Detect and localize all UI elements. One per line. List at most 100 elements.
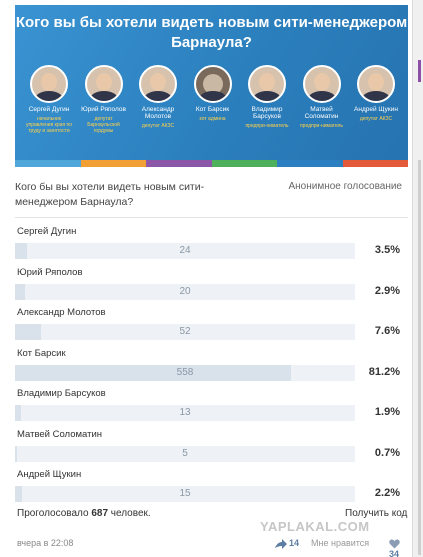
banner-candidate: Александр Молотов депутат АКЗС xyxy=(134,65,182,134)
like-button[interactable]: 34 xyxy=(389,538,408,557)
candidate-position: предпри-ниматель xyxy=(299,123,344,129)
color-stripe xyxy=(211,160,277,167)
candidate-name: Александр Молотов xyxy=(141,106,175,120)
option-percent: 81.2% xyxy=(368,365,400,378)
candidate-photo xyxy=(30,65,68,103)
poll-option[interactable]: Юрий Ряполов 20 2.9% xyxy=(15,267,408,303)
option-bar[interactable]: 24 xyxy=(15,243,355,259)
option-bar[interactable]: 20 xyxy=(15,283,355,300)
option-bar[interactable]: 15 xyxy=(15,486,355,502)
poll-option[interactable]: Александр Молотов 52 7.6% xyxy=(15,307,408,343)
voted-count: 687 xyxy=(91,508,109,519)
banner-candidate: Юрий Ряполов депутат Барнаульской гордумы xyxy=(80,65,128,134)
like-count: 34 xyxy=(389,548,400,557)
poll-banner-image: Кого вы бы хотели видеть новым сити-мене… xyxy=(15,5,408,167)
banner-color-stripes xyxy=(15,160,408,167)
option-name: Александр Молотов xyxy=(17,307,106,318)
option-bar-fill xyxy=(15,445,17,462)
poll-option[interactable]: Андрей Щукин 15 2.2% xyxy=(15,469,408,505)
share-icon xyxy=(275,538,287,549)
banner-candidate: Андрей Щукин депутат АКЗС xyxy=(352,65,400,134)
poll-option[interactable]: Владимир Барсуков 13 1.9% xyxy=(15,388,408,424)
option-name: Андрей Щукин xyxy=(17,469,82,480)
get-code-link[interactable]: Получить код xyxy=(345,508,408,519)
option-percent: 2.9% xyxy=(374,284,400,297)
banner-candidate: Владимир Барсуков предпри-ниматель xyxy=(243,65,291,134)
option-votes: 558 xyxy=(176,366,194,378)
banner-candidate: Кот Барсик кот админа xyxy=(189,65,237,134)
candidate-position: начальник управления края по труду и зан… xyxy=(26,116,72,134)
option-bar-fill xyxy=(15,324,41,340)
voted-summary: Проголосовало 687 человек. xyxy=(17,508,151,519)
right-edge-strip xyxy=(412,0,423,557)
option-bar-fill xyxy=(15,486,22,502)
candidate-position: депутат АКЗС xyxy=(359,116,393,122)
candidate-photo xyxy=(302,65,341,103)
poll-option[interactable]: Матвей Соломатин 5 0.7% xyxy=(15,429,408,465)
color-stripe xyxy=(80,160,146,167)
option-percent: 2.2% xyxy=(374,487,400,499)
candidate-name: Владимир Барсуков xyxy=(251,106,283,120)
option-votes: 13 xyxy=(179,407,191,418)
post-time[interactable]: вчера в 22:08 xyxy=(17,538,74,548)
edge-accent xyxy=(418,60,421,82)
option-votes: 52 xyxy=(179,326,191,337)
option-votes: 20 xyxy=(179,285,191,297)
candidate-name: Юрий Ряполов xyxy=(81,106,126,113)
candidate-position: депутат Барнаульской гордумы xyxy=(87,116,120,134)
option-percent: 1.9% xyxy=(374,406,400,418)
option-bar[interactable]: 13 xyxy=(15,405,355,421)
option-votes: 5 xyxy=(182,447,188,459)
divider xyxy=(15,217,408,218)
like-label[interactable]: Мне нравится xyxy=(311,538,370,548)
option-bar-fill xyxy=(15,364,291,381)
option-name: Кот Барсик xyxy=(17,347,66,359)
candidate-name: Сергей Дугин xyxy=(28,106,70,113)
option-percent: 3.5% xyxy=(374,244,400,256)
option-votes: 24 xyxy=(179,245,191,256)
option-name: Владимир Барсуков xyxy=(17,388,106,399)
color-stripe xyxy=(146,160,212,167)
candidate-photo xyxy=(84,65,123,103)
candidate-name: Андрей Щукин xyxy=(354,106,398,113)
poll-type-label: Анонимное голосование xyxy=(288,181,402,192)
candidate-photo xyxy=(248,65,286,103)
option-bar-fill xyxy=(15,243,27,259)
candidate-photo xyxy=(357,65,395,103)
banner-title: Кого вы бы хотели видеть новым сити-мене… xyxy=(15,14,408,51)
heart-icon xyxy=(389,539,400,549)
post-footer: вчера в 22:08 14 Мне нравится 34 xyxy=(15,538,408,557)
banner-candidate: Матвей Соломатин предпри-ниматель xyxy=(298,65,346,134)
poll: Кого бы вы хотели видеть новым сити-мене… xyxy=(15,180,408,218)
option-name: Юрий Ряполов xyxy=(17,266,83,278)
poll-question: Кого бы вы хотели видеть новым сити-мене… xyxy=(15,181,205,208)
candidate-photo xyxy=(139,65,177,103)
option-percent: 0.7% xyxy=(374,446,400,459)
option-percent: 7.6% xyxy=(374,325,400,337)
candidate-position: предпри-ниматель xyxy=(245,123,289,129)
banner-candidate: Сергей Дугин начальник управления края по… xyxy=(25,65,73,134)
share-button[interactable]: 14 xyxy=(275,538,299,549)
color-stripe xyxy=(15,160,81,167)
candidate-photo xyxy=(193,65,232,103)
option-bar-fill xyxy=(15,283,25,300)
candidate-name: Матвей Соломатин xyxy=(304,106,339,120)
candidate-name: Кот Барсик xyxy=(195,106,230,113)
edge-scroll-track xyxy=(418,160,421,555)
candidate-position: депутат АКЗС xyxy=(141,123,175,129)
option-bar[interactable]: 558 xyxy=(15,364,355,381)
option-bar[interactable]: 5 xyxy=(15,445,355,462)
color-stripe xyxy=(342,160,408,167)
poll-option[interactable]: Кот Барсик 558 81.2% xyxy=(15,348,408,384)
option-bar[interactable]: 52 xyxy=(15,324,355,340)
color-stripe xyxy=(277,160,343,167)
option-votes: 15 xyxy=(179,488,191,499)
option-name: Матвей Соломатин xyxy=(17,428,102,440)
candidate-position: кот админа xyxy=(199,116,226,122)
option-name: Сергей Дугин xyxy=(17,226,77,237)
poll-option[interactable]: Сергей Дугин 24 3.5% xyxy=(15,226,408,262)
share-count: 14 xyxy=(289,538,300,548)
watermark: YAPLAKAL.COM xyxy=(260,519,370,534)
option-bar-fill xyxy=(15,405,21,421)
banner-candidates: Сергей Дугин начальник управления края по… xyxy=(25,65,400,134)
